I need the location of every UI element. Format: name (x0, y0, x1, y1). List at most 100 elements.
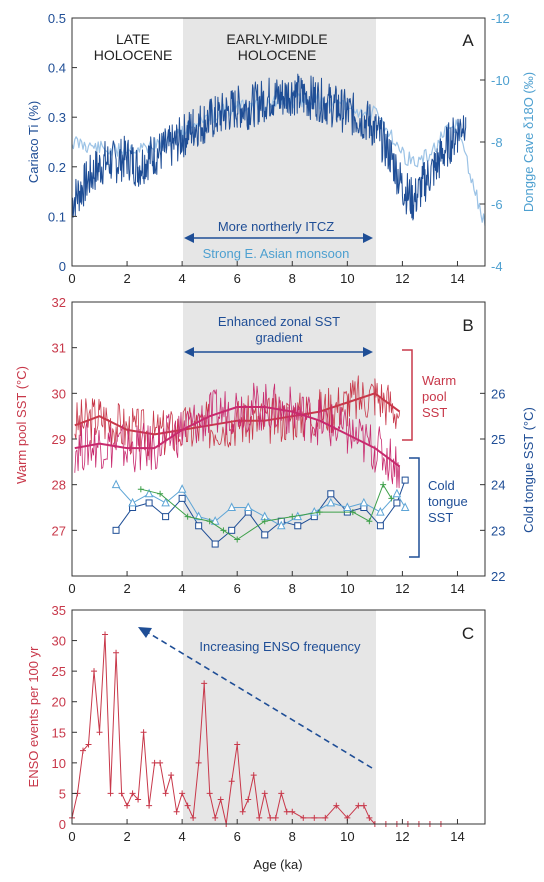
x-tick-label: 14 (450, 581, 464, 596)
enso-point (168, 772, 175, 779)
cold-tongue-point (184, 513, 191, 520)
y-tick-label: 0.4 (48, 61, 66, 76)
x-tick-label: 8 (289, 271, 296, 286)
enso-point (217, 796, 224, 803)
panel-b-right-axis-label: Cold tongue SST (°C) (521, 407, 536, 533)
panel-b-traces (74, 375, 410, 548)
cold-tongue-point (261, 518, 268, 525)
y-tick-label: -12 (491, 11, 510, 26)
x-tick-label: 10 (340, 829, 354, 844)
cold-tongue-point (112, 526, 120, 534)
enso-point (140, 729, 147, 736)
cold-tongue-bracket (409, 457, 420, 558)
y-tick-label: 30 (52, 634, 66, 649)
enso-point (184, 802, 191, 809)
y-tick-label: 30 (52, 386, 66, 401)
warm-pool-raw-line (74, 382, 400, 489)
x-tick-label: 0 (68, 829, 75, 844)
cold-tongue-point (326, 497, 336, 507)
cold-tongue-point (177, 484, 187, 493)
enso-point (272, 814, 279, 821)
cold-tongue-point (144, 488, 154, 498)
cold-tongue-point (220, 527, 227, 534)
y-tick-label: 0.5 (48, 11, 66, 26)
y-tick-label: 10 (52, 756, 66, 771)
dongge-cave-line (71, 92, 486, 226)
sst-gradient-annotation-line2: gradient (256, 330, 303, 345)
x-tick-label: 0 (68, 581, 75, 596)
enso-point (195, 759, 202, 766)
x-tick-label: 14 (450, 829, 464, 844)
enso-point (157, 759, 164, 766)
x-tick-label: 2 (123, 829, 130, 844)
enso-point (333, 802, 340, 809)
cold-tongue-point (234, 536, 241, 543)
cold-tongue-point (366, 518, 373, 525)
cold-tongue-point (243, 502, 253, 511)
y-tick-label: -6 (491, 197, 503, 212)
cold-tongue-point (228, 526, 236, 534)
enso-point (91, 668, 98, 675)
itcz-annotation: More northerly ITCZ (218, 219, 334, 234)
cold-tongue-point (392, 488, 402, 498)
enso-trend-arrow (138, 627, 373, 769)
y-tick-label: 31 (52, 341, 66, 356)
x-tick-label: 8 (289, 581, 296, 596)
panel-c-y-axis-label: ENSO events per 100 yr (26, 646, 41, 788)
x-tick-label: 12 (395, 581, 409, 596)
y-tick-label: -8 (491, 135, 503, 150)
cold-tongue-point (194, 511, 203, 521)
cold-tongue-label-line3: SST (428, 510, 453, 525)
enso-point (113, 649, 120, 656)
x-tick-label: 8 (289, 829, 296, 844)
x-tick-label: 12 (395, 271, 409, 286)
cold-tongue-point (289, 513, 296, 520)
enso-point (228, 778, 235, 785)
enso-point (278, 790, 285, 797)
y-tick-label: 26 (491, 386, 505, 401)
x-tick-label: 0 (68, 271, 75, 286)
y-tick-label: 29 (52, 432, 66, 447)
enso-point (124, 802, 131, 809)
cold-tongue-point (111, 479, 121, 489)
warm-pool-label-line1: Warm (422, 373, 456, 388)
monsoon-annotation: Strong E. Asian monsoon (203, 246, 350, 261)
cold-tongue-point (376, 522, 384, 530)
late-holocene-label-line1: LATE (116, 31, 150, 47)
enso-point (366, 814, 373, 821)
cold-tongue-point (206, 518, 213, 525)
enso-point (179, 790, 186, 797)
cariaco-ti-line (71, 73, 467, 221)
enso-point (151, 759, 158, 766)
enso-point (322, 814, 329, 821)
y-tick-label: 0 (59, 817, 66, 832)
cold-tongue-point (380, 481, 387, 488)
enso-trend-annotation: Increasing ENSO frequency (199, 639, 361, 654)
y-tick-label: 0.2 (48, 160, 66, 175)
enso-point (300, 814, 307, 821)
cold-tongue-point (400, 502, 410, 511)
x-tick-label: 6 (234, 829, 241, 844)
x-tick-label: 4 (179, 581, 186, 596)
panel-c-frame (71, 609, 486, 825)
sst-gradient-annotation-line1: Enhanced zonal SST (218, 314, 340, 329)
cold-tongue-point (178, 494, 186, 502)
cold-tongue-point (294, 522, 302, 530)
enso-point (102, 631, 109, 638)
panel-a-traces (71, 73, 486, 226)
y-tick-label: 28 (52, 478, 66, 493)
enso-point (239, 808, 246, 815)
cold-tongue-point (376, 506, 385, 516)
cold-tongue-point (145, 499, 153, 507)
x-tick-label: 6 (234, 581, 241, 596)
cold-tongue-point (157, 490, 164, 497)
early-middle-holocene-label-line2: HOLOCENE (238, 47, 317, 63)
y-tick-label: -10 (491, 73, 510, 88)
cold-tongue-point (161, 497, 170, 507)
itcz-arrow (184, 233, 373, 243)
enso-point (135, 796, 142, 803)
x-tick-label: 10 (340, 581, 354, 596)
panel-a: 0 2 4 6 8 10 12 1400.10.20.30.40.5-4-6-8-10-12 … (26, 11, 536, 286)
enso-point (118, 790, 125, 797)
